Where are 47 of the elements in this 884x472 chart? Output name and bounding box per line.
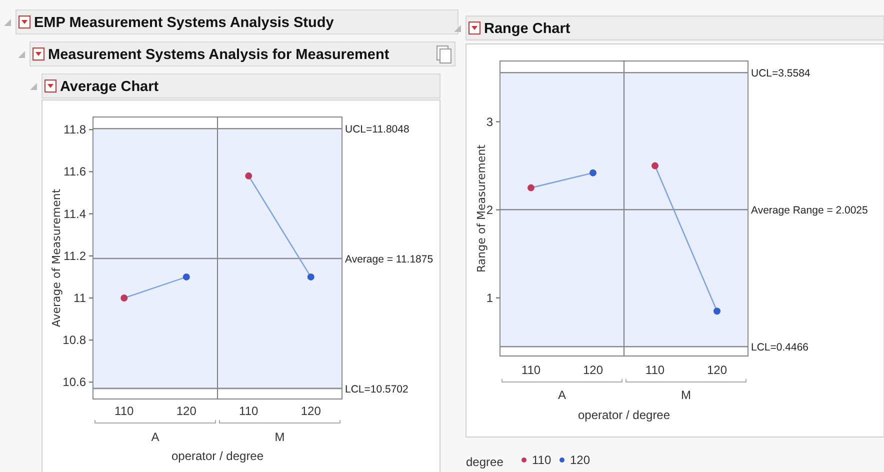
text: M bbox=[681, 388, 691, 402]
x-tick-label: 110 bbox=[114, 404, 134, 418]
y-tick-label: 11.8 bbox=[64, 122, 86, 137]
text: EMP Measurement Systems Analysis Study bbox=[34, 15, 334, 31]
chart-title: Average Chart bbox=[60, 79, 159, 95]
y-axis-title: Average of Measurement bbox=[50, 188, 63, 328]
ref-line-label: UCL=3.5584 bbox=[751, 68, 810, 80]
text: Measurement Systems Analysis for Measurement bbox=[48, 47, 390, 63]
point bbox=[182, 273, 190, 280]
y-tick-label: 11 bbox=[74, 290, 86, 305]
ref-line-label: Average = 11.1875 bbox=[345, 254, 434, 266]
x-axis-title: operator / degree bbox=[171, 449, 264, 463]
x-tick-label: 120 bbox=[176, 404, 197, 418]
point bbox=[652, 162, 658, 170]
ref-line-label: UCL=11.8048 bbox=[345, 124, 410, 136]
x-tick-label: 110 bbox=[645, 363, 665, 377]
y-tick-label: 11.6 bbox=[64, 164, 86, 179]
x-tick-label: 110 bbox=[239, 404, 259, 418]
ref-line-label: LCL=10.5702 bbox=[345, 383, 409, 396]
y-tick-label: 10.8 bbox=[62, 333, 86, 348]
legend-label: 120 bbox=[570, 453, 590, 467]
x-tick-label: 120 bbox=[300, 404, 322, 418]
y-tick-label: 3 bbox=[486, 114, 494, 129]
y-tick-label: 10.6 bbox=[62, 375, 86, 390]
legend-label: 110 bbox=[532, 453, 552, 467]
y-tick-label: 2 bbox=[486, 202, 494, 217]
y-tick-label: 1 bbox=[486, 290, 494, 305]
point bbox=[120, 294, 128, 302]
text: M bbox=[274, 430, 285, 444]
point bbox=[245, 172, 252, 180]
legend-title: degree bbox=[466, 455, 504, 469]
x-tick-label: 110 bbox=[521, 363, 541, 377]
point bbox=[307, 273, 314, 280]
y-tick-label: 11.4 bbox=[64, 206, 86, 221]
ref-line-label: LCL=0.4466 bbox=[751, 342, 809, 354]
x-tick-label: 120 bbox=[582, 363, 604, 377]
y-tick-label: 11.2 bbox=[64, 248, 86, 263]
ref-line-label: Average Range = 2.0025 bbox=[751, 204, 868, 217]
point bbox=[590, 169, 596, 176]
point bbox=[714, 308, 720, 315]
chart-title: Range Chart bbox=[484, 21, 570, 37]
point bbox=[528, 184, 534, 192]
text: A bbox=[558, 388, 566, 402]
text: A bbox=[151, 430, 160, 444]
x-tick-label: 120 bbox=[706, 363, 728, 377]
x-axis-title: operator / degree bbox=[578, 408, 670, 422]
y-axis-title: Range of Measurement bbox=[475, 144, 488, 272]
